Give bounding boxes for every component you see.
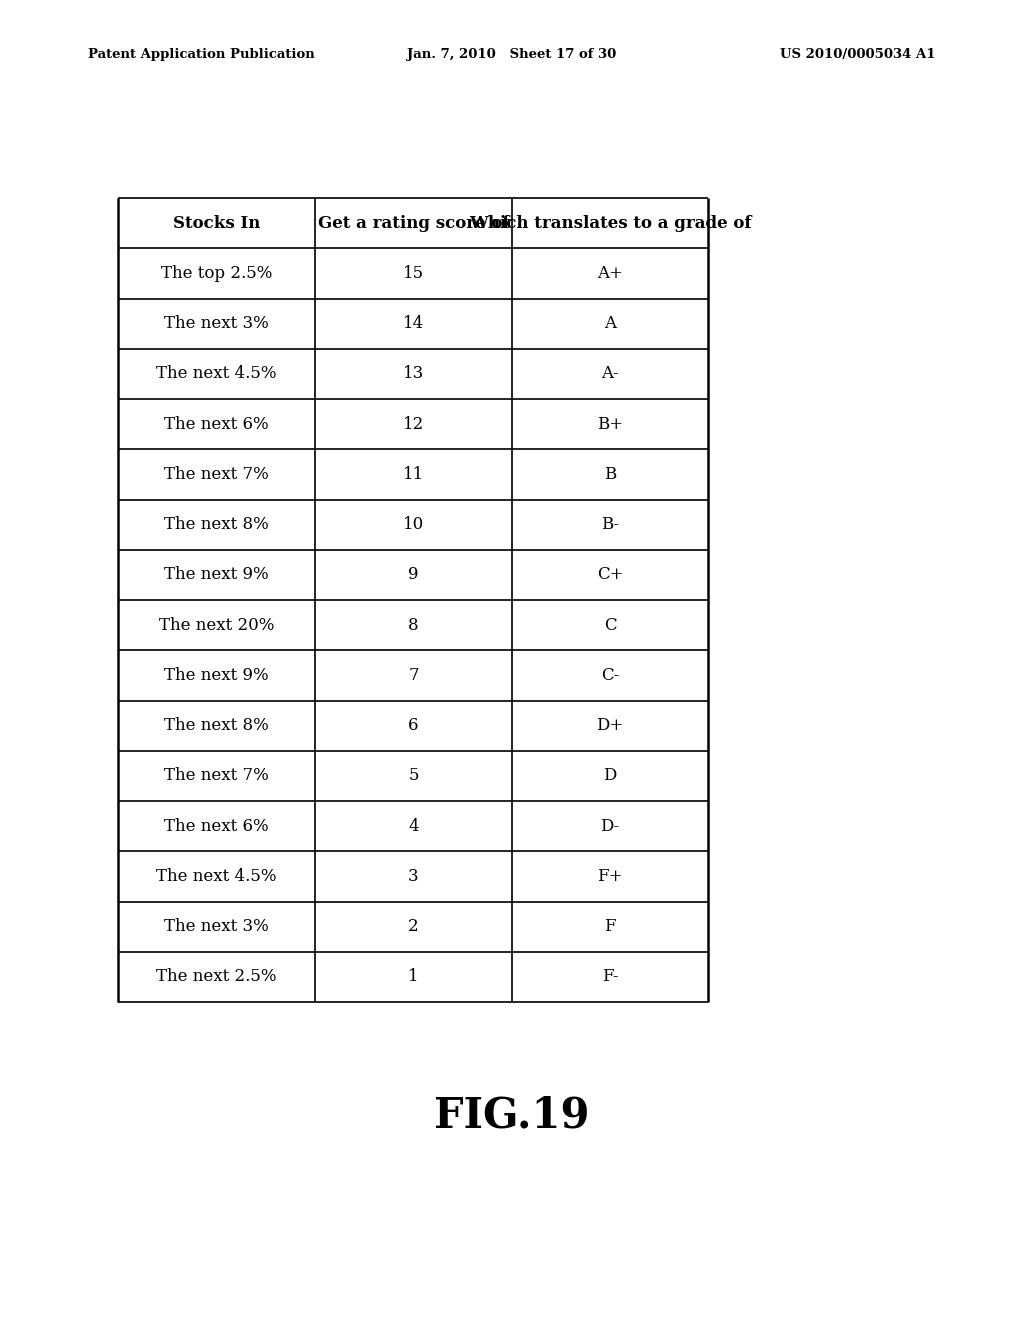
Text: The next 7%: The next 7% xyxy=(164,466,269,483)
Text: The next 8%: The next 8% xyxy=(164,516,269,533)
Text: 8: 8 xyxy=(409,616,419,634)
Text: A-: A- xyxy=(601,366,618,383)
Text: Stocks In: Stocks In xyxy=(173,215,260,231)
Text: A: A xyxy=(604,315,616,333)
Text: 12: 12 xyxy=(402,416,424,433)
Text: F+: F+ xyxy=(597,867,623,884)
Text: 2: 2 xyxy=(409,919,419,935)
Text: D: D xyxy=(603,767,616,784)
Text: Get a rating score of: Get a rating score of xyxy=(317,215,509,231)
Text: 15: 15 xyxy=(402,265,424,282)
Text: 9: 9 xyxy=(409,566,419,583)
Text: F-: F- xyxy=(602,969,618,985)
Text: 7: 7 xyxy=(409,667,419,684)
Text: 5: 5 xyxy=(409,767,419,784)
Text: F: F xyxy=(604,919,615,935)
Text: Patent Application Publication: Patent Application Publication xyxy=(88,48,314,61)
Text: The next 3%: The next 3% xyxy=(164,919,269,935)
Text: 13: 13 xyxy=(402,366,424,383)
Text: 6: 6 xyxy=(409,717,419,734)
Text: US 2010/0005034 A1: US 2010/0005034 A1 xyxy=(780,48,936,61)
Text: B+: B+ xyxy=(597,416,623,433)
Text: The next 6%: The next 6% xyxy=(164,817,269,834)
Text: The next 8%: The next 8% xyxy=(164,717,269,734)
Text: 14: 14 xyxy=(402,315,424,333)
Text: C+: C+ xyxy=(597,566,624,583)
Text: The next 3%: The next 3% xyxy=(164,315,269,333)
Text: The next 2.5%: The next 2.5% xyxy=(157,969,276,985)
Text: C: C xyxy=(604,616,616,634)
Text: C-: C- xyxy=(601,667,620,684)
Text: D-: D- xyxy=(600,817,620,834)
Text: FIG.19: FIG.19 xyxy=(434,1096,590,1137)
Text: A+: A+ xyxy=(597,265,623,282)
Text: B: B xyxy=(604,466,616,483)
Text: Which translates to a grade of: Which translates to a grade of xyxy=(469,215,752,231)
Text: 4: 4 xyxy=(409,817,419,834)
Text: 11: 11 xyxy=(402,466,424,483)
Text: 3: 3 xyxy=(409,867,419,884)
Text: The next 7%: The next 7% xyxy=(164,767,269,784)
Text: The next 9%: The next 9% xyxy=(164,667,269,684)
Text: 10: 10 xyxy=(402,516,424,533)
Text: The next 9%: The next 9% xyxy=(164,566,269,583)
Text: 1: 1 xyxy=(409,969,419,985)
Text: The next 6%: The next 6% xyxy=(164,416,269,433)
Text: The next 4.5%: The next 4.5% xyxy=(157,867,276,884)
Text: The top 2.5%: The top 2.5% xyxy=(161,265,272,282)
Text: B-: B- xyxy=(601,516,620,533)
Text: D+: D+ xyxy=(596,717,624,734)
Text: The next 20%: The next 20% xyxy=(159,616,274,634)
Text: The next 4.5%: The next 4.5% xyxy=(157,366,276,383)
Text: Jan. 7, 2010   Sheet 17 of 30: Jan. 7, 2010 Sheet 17 of 30 xyxy=(408,48,616,61)
